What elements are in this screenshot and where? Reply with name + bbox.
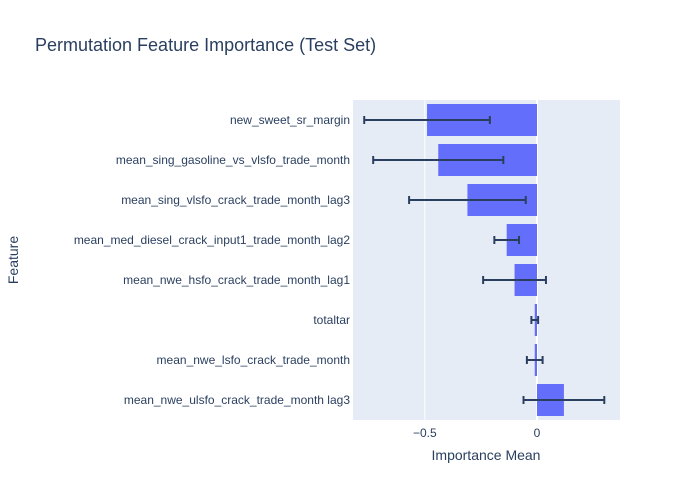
error-bars: [363, 116, 606, 404]
error-bar: [530, 316, 540, 324]
y-tick-label: mean_sing_vlsfo_crack_trade_month_lag3: [121, 193, 350, 207]
y-tick-label: mean_nwe_lsfo_crack_trade_month: [157, 353, 350, 367]
error-bar: [408, 196, 527, 204]
y-tick-label: mean_med_diesel_crack_input1_trade_month…: [74, 233, 351, 247]
x-tick-labels: −0.5 0: [413, 426, 541, 440]
x-tick-label: 0: [534, 426, 541, 440]
error-bar: [522, 396, 606, 404]
x-tick-label: −0.5: [413, 426, 437, 440]
error-bar: [493, 236, 521, 244]
error-bar: [482, 276, 547, 284]
y-tick-label: totaltar: [313, 313, 350, 327]
x-axis-title: Importance Mean: [432, 447, 541, 463]
error-bar: [372, 156, 505, 164]
error-bar: [363, 116, 491, 124]
chart-title: Permutation Feature Importance (Test Set…: [35, 35, 376, 55]
y-axis-title: Feature: [5, 236, 21, 284]
y-tick-label: new_sweet_sr_margin: [230, 113, 350, 127]
error-bar: [525, 356, 544, 364]
y-tick-label: mean_nwe_hsfo_crack_trade_month_lag1: [123, 273, 350, 287]
y-tick-label: mean_nwe_ulsfo_crack_trade_month lag3: [124, 393, 350, 407]
y-tick-label: mean_sing_gasoline_vs_vlsfo_trade_month: [116, 153, 350, 167]
y-tick-labels: new_sweet_sr_margin mean_sing_gasoline_vs…: [74, 113, 351, 407]
